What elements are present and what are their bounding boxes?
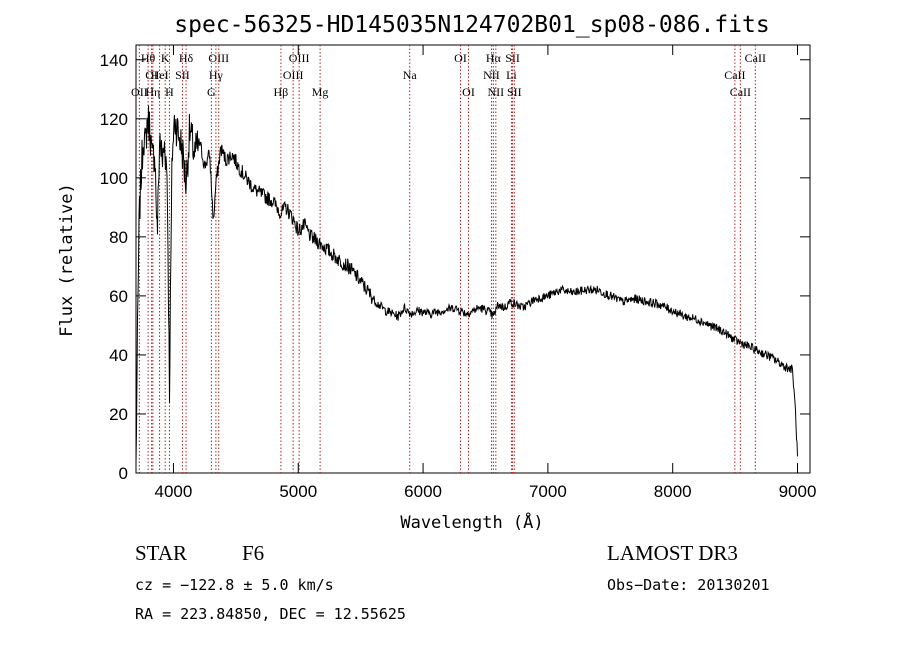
line-marker-label-26: CaII <box>724 68 745 82</box>
survey-name: LAMOST DR3 <box>607 541 738 565</box>
line-marker-label-24: SII <box>507 85 522 99</box>
x-tick-label-5000: 5000 <box>279 482 317 501</box>
plot-frame <box>135 44 811 474</box>
object-class: STAR <box>135 541 187 565</box>
y-tick-label-140: 140 <box>100 51 128 70</box>
axis-ticks: 4000 5000 6000 7000 8000 9000 0 20 40 60 80 100 120 1… <box>100 45 817 501</box>
line-marker-label-1: OI <box>145 68 158 82</box>
x-tick-label-9000: 9000 <box>779 482 817 501</box>
line-marker-label-5: Hη <box>145 85 160 99</box>
y-tick-label-100: 100 <box>100 169 128 188</box>
y-tick-label-0: 0 <box>119 464 128 483</box>
line-marker-label-15: Mg <box>312 85 329 99</box>
line-marker-label-0: Hθ <box>141 51 156 65</box>
x-tick-label-7000: 7000 <box>529 482 567 501</box>
line-marker-label-27: CaII <box>730 85 751 99</box>
x-axis-label: Wavelength (Å) <box>400 511 543 533</box>
y-tick-label-20: 20 <box>109 405 128 424</box>
line-marker-label-7: SII <box>175 68 190 82</box>
line-marker-label-21: NII <box>488 85 505 99</box>
observation-date: Obs−Date: 20130201 <box>607 576 770 594</box>
spectrum-line <box>135 105 798 464</box>
y-tick-label-120: 120 <box>100 110 128 129</box>
x-tick-label-4000: 4000 <box>155 482 193 501</box>
line-marker-label-13: OIII <box>283 68 304 82</box>
line-marker-label-8: Hδ <box>179 51 194 65</box>
spectral-subclass: F6 <box>242 541 264 565</box>
line-marker-label-9: OIII <box>208 51 229 65</box>
line-marker-label-22: SII <box>505 51 520 65</box>
y-axis-label: Flux (relative) <box>57 183 77 337</box>
line-marker-label-20: NII <box>483 68 500 82</box>
y-tick-label-80: 80 <box>109 228 128 247</box>
sky-coordinates: RA = 223.84850, DEC = 12.55625 <box>135 605 406 623</box>
line-marker-label-19: Hα <box>486 51 502 65</box>
line-marker-label-2: OII <box>131 85 148 99</box>
line-marker-label-4: HeI <box>151 68 169 82</box>
line-marker-label-11: G <box>207 85 216 99</box>
line-marker-label-17: OI <box>454 51 467 65</box>
chart-title: spec-56325-HD145035N124702B01_sp08-086.f… <box>174 12 769 38</box>
x-tick-label-8000: 8000 <box>654 482 692 501</box>
line-marker-label-25: CaII <box>745 51 766 65</box>
line-marker-label-23: Li <box>506 68 517 82</box>
y-tick-label-40: 40 <box>109 346 128 365</box>
line-marker-label-14: OIII <box>289 51 310 65</box>
y-tick-label-60: 60 <box>109 287 128 306</box>
line-marker-label-6: H <box>165 85 174 99</box>
line-marker-label-10: Hγ <box>209 68 224 82</box>
line-marker-label-3: K <box>161 51 170 65</box>
line-marker-label-16: Na <box>403 68 418 82</box>
redshift-velocity: cz = −122.8 ± 5.0 km/s <box>135 576 334 594</box>
line-marker-label-12: Hβ <box>274 85 289 99</box>
line-marker-label-18: OI <box>462 85 475 99</box>
x-tick-label-6000: 6000 <box>404 482 442 501</box>
